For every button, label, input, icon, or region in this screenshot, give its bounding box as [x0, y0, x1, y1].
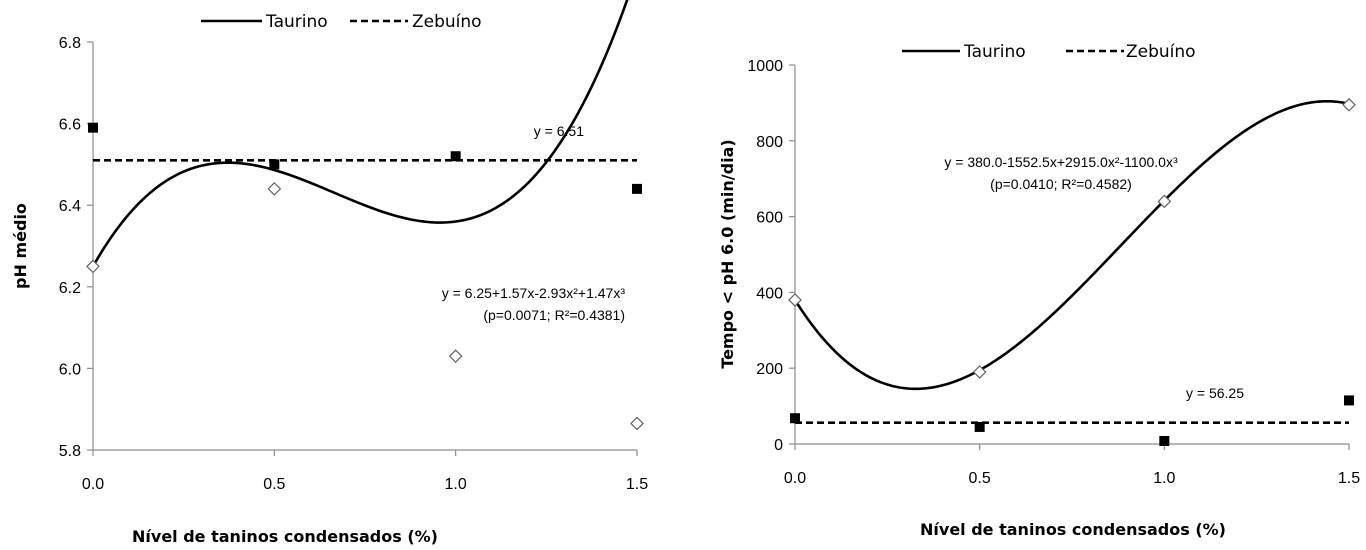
legend-label-taurino: Taurino	[265, 12, 328, 32]
data-point-taurino	[630, 416, 644, 431]
y-tick-label: 6.8	[59, 35, 81, 52]
data-point-taurino	[1157, 194, 1172, 209]
x-tick-label: 1.5	[1338, 470, 1360, 487]
legend-label-taurino: Taurino	[963, 42, 1026, 62]
x-tick-label: 1.0	[445, 476, 467, 493]
data-point-zebuíno	[1159, 435, 1170, 446]
data-point-taurino	[972, 365, 987, 379]
equation-annotation: y = 6.25+1.57x-2.93x²+1.47x³	[442, 285, 626, 301]
data-point-zebuíno	[269, 159, 280, 170]
legend-label-zebuino: Zebuíno	[412, 12, 482, 32]
data-point-zebuíno	[790, 413, 800, 424]
equation-annotation: y = 56.25	[1186, 385, 1244, 401]
y-tick-label: 6.0	[59, 361, 81, 378]
x-tick-label: 0.0	[82, 476, 104, 493]
data-point-taurino	[267, 182, 282, 196]
y-tick-label: 6.4	[59, 198, 81, 215]
series-line-taurino	[91, 0, 629, 268]
x-axis-label: Nível de taninos condensados (%)	[132, 527, 438, 546]
equation-annotation: (p=0.0410; R²=0.4582)	[990, 176, 1132, 192]
x-tick-label: 0.0	[784, 470, 806, 487]
chart-panel-2: 0 200 400 600 800 1000 0.0 0.5 1.0 1.5 Nível de ta…	[718, 42, 1360, 539]
equation-annotation: y = 6.51	[534, 123, 584, 139]
legend-label-zebuino: Zebuíno	[1126, 42, 1196, 62]
data-point-zebuíno	[1344, 395, 1354, 406]
y-tick-label: 6.2	[59, 280, 81, 297]
x-tick-label: 0.5	[263, 476, 285, 493]
x-axis-label: Nível de taninos condensados (%)	[920, 520, 1226, 539]
data-point-taurino	[448, 349, 463, 364]
data-point-taurino	[86, 259, 100, 274]
x-tick-label: 1.5	[626, 476, 648, 493]
data-point-taurino	[788, 293, 802, 307]
equation-annotation: (p=0.0071; R²=0.4381)	[483, 307, 625, 323]
y-axis-label: Tempo < pH 6.0 (min/dia)	[718, 139, 737, 368]
data-point-zebuíno	[450, 151, 461, 162]
y-tick-label: 600	[756, 210, 783, 227]
x-tick-label: 1.0	[1153, 470, 1175, 487]
y-tick-label: 1000	[747, 58, 783, 75]
chart-panel-1: 5.8 6.0 6.2 6.4 6.6 6.8 0.0 0.5 1.0 1.5 Nível de t…	[11, 0, 648, 546]
y-tick-label: 5.8	[59, 443, 81, 460]
x-tick-label: 0.5	[969, 470, 991, 487]
data-point-taurino	[1342, 97, 1356, 112]
y-tick-label: 200	[756, 361, 783, 378]
y-tick-label: 400	[756, 285, 783, 302]
y-axis-label: pH médio	[11, 203, 30, 289]
series-line-taurino	[793, 99, 1350, 391]
data-point-zebuíno	[632, 183, 642, 194]
data-point-zebuíno	[88, 122, 98, 133]
data-point-zebuíno	[974, 421, 985, 432]
y-tick-label: 0	[774, 437, 783, 454]
y-tick-label: 6.6	[59, 117, 81, 134]
y-tick-label: 800	[756, 134, 783, 151]
equation-annotation: y = 380.0-1552.5x+2915.0x²-1100.0x³	[944, 154, 1178, 170]
